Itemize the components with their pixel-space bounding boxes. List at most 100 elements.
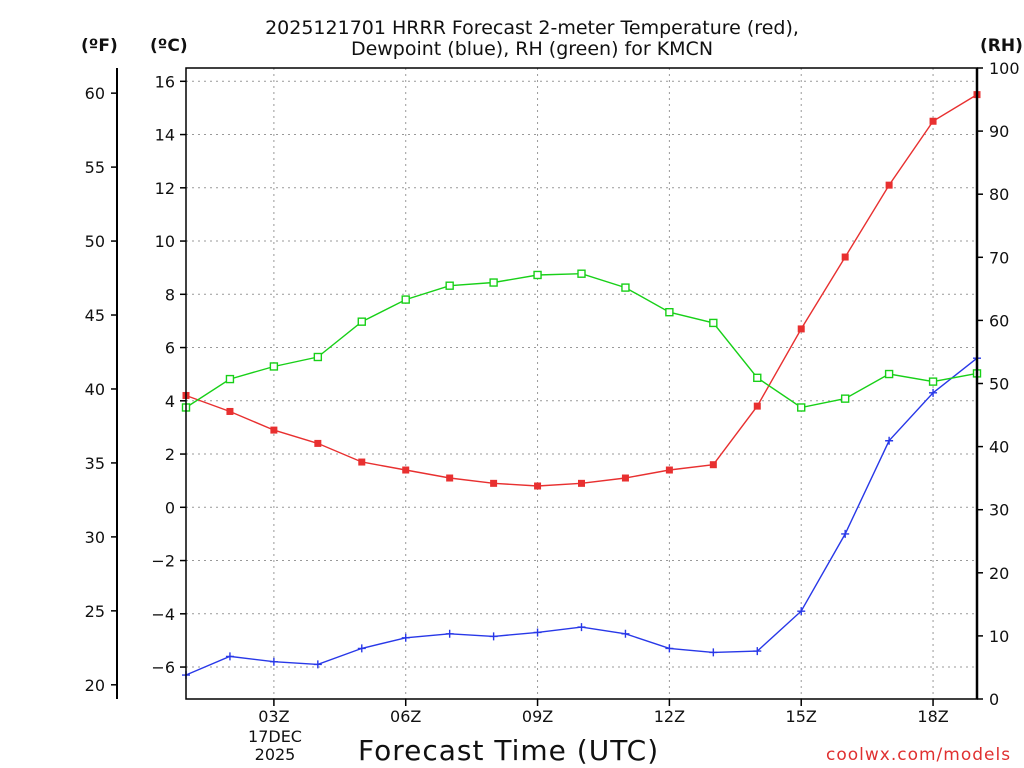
- celsius-tick-label: 8: [165, 285, 175, 304]
- rh-point: [225, 374, 235, 384]
- celsius-tick-label: −2: [151, 552, 175, 571]
- celsius-tick-label: 10: [155, 232, 175, 251]
- dewpoint-point: [929, 388, 938, 397]
- credit-label: coolwx.com/models: [826, 745, 1012, 765]
- fahrenheit-tick-label: 55: [85, 158, 105, 177]
- rh-point: [621, 283, 630, 292]
- temperature-point: [797, 325, 805, 333]
- rh-point: [753, 373, 762, 383]
- rh-point: [884, 369, 894, 379]
- temperature-point: [841, 253, 849, 261]
- temperature-point: [709, 461, 717, 469]
- rh-point: [840, 394, 850, 403]
- fahrenheit-tick-label: 25: [85, 602, 105, 621]
- fahrenheit-tick-label: 35: [85, 454, 105, 473]
- rh-line: [185, 272, 978, 409]
- fahrenheit-tick-label: 60: [85, 84, 105, 103]
- dewpoint-point: [225, 652, 234, 661]
- rh-tick-label: 20: [989, 564, 1009, 583]
- date-label-year: 2025: [254, 745, 296, 764]
- dewpoint-point: [445, 629, 454, 638]
- temperature-point: [446, 474, 454, 482]
- dewpoint-point: [665, 644, 674, 653]
- dewpoint-series: [182, 354, 981, 680]
- temperature-point: [270, 426, 278, 434]
- fahrenheit-unit-label: (ºF): [81, 36, 118, 56]
- rh-tick-label: 90: [989, 122, 1009, 141]
- rh-tick-label: 0: [989, 690, 999, 709]
- plot-frame: [185, 67, 978, 700]
- dewpoint-point: [841, 529, 850, 538]
- time-tick-label: 15Z: [786, 707, 817, 726]
- rh-tick-label: 40: [989, 438, 1009, 457]
- rh-tick-label: 60: [989, 311, 1009, 330]
- rh-axis: 0 10 20 30 40 50 60 70 80 90 100: [977, 59, 1020, 709]
- dewpoint-point: [489, 632, 498, 641]
- rh-point: [489, 278, 498, 287]
- fahrenheit-axis: 20 25 30 35 40 45 50 55 60: [85, 68, 118, 699]
- dewpoint-point: [885, 436, 894, 445]
- dewpoint-point: [313, 660, 322, 669]
- temperature-point: [621, 474, 629, 482]
- temperature-point: [534, 482, 542, 490]
- time-tick-label: 09Z: [522, 707, 553, 726]
- grid-lines: [186, 68, 977, 699]
- dewpoint-point: [753, 647, 762, 656]
- rh-tick-label: 80: [989, 185, 1009, 204]
- rh-point: [797, 403, 806, 412]
- rh-tick-label: 50: [989, 375, 1009, 394]
- dewpoint-point: [709, 648, 718, 657]
- rh-tick-label: 100: [989, 59, 1020, 78]
- rh-point: [928, 377, 938, 386]
- temperature-point: [929, 117, 937, 125]
- rh-unit-label: (RH): [980, 36, 1023, 56]
- fahrenheit-tick-label: 40: [85, 380, 105, 399]
- celsius-tick-label: 12: [155, 179, 175, 198]
- rh-point: [665, 307, 674, 317]
- temperature-point: [490, 479, 498, 487]
- time-axis: 03Z 06Z 09Z 12Z 15Z 18Z: [258, 699, 949, 726]
- dewpoint-point: [533, 628, 542, 637]
- celsius-tick-label: −4: [151, 605, 175, 624]
- time-tick-label: 12Z: [654, 707, 685, 726]
- temperature-point: [578, 479, 585, 487]
- fahrenheit-tick-label: 20: [85, 676, 105, 695]
- rh-point: [709, 318, 718, 328]
- dewpoint-point: [577, 623, 586, 632]
- rh-point: [533, 270, 542, 280]
- series-layer: [181, 91, 982, 680]
- celsius-tick-label: 0: [165, 498, 175, 517]
- dewpoint-point: [357, 644, 366, 653]
- celsius-tick-label: 2: [165, 445, 175, 464]
- rh-point: [313, 352, 323, 362]
- temperature-series: [182, 91, 981, 490]
- temperature-point: [314, 439, 322, 447]
- celsius-tick-label: 4: [165, 392, 175, 411]
- rh-tick-label: 70: [989, 248, 1009, 267]
- fahrenheit-tick-label: 50: [85, 232, 105, 251]
- chart-title-line-1: 2025121701 HRRR Forecast 2-meter Tempera…: [265, 17, 799, 39]
- rh-tick-label: 10: [989, 627, 1009, 646]
- celsius-tick-label: 14: [155, 126, 175, 145]
- temperature-point: [885, 181, 893, 189]
- temperature-line: [185, 94, 978, 487]
- chart-title-line-2: Dewpoint (blue), RH (green) for KMCN: [350, 38, 714, 60]
- celsius-unit-label: (ºC): [150, 36, 188, 56]
- celsius-axis: −6 −4 −2 0 2 4 6 8 10 12 14 16: [151, 72, 186, 677]
- rh-tick-label: 30: [989, 501, 1009, 520]
- temperature-point: [358, 458, 366, 466]
- celsius-tick-label: 6: [165, 339, 175, 358]
- temperature-point: [665, 466, 673, 474]
- fahrenheit-tick-label: 45: [85, 306, 105, 325]
- rh-point: [401, 295, 410, 304]
- date-label-day: 17DEC: [248, 727, 302, 746]
- temperature-point: [226, 407, 234, 415]
- celsius-tick-label: 16: [155, 72, 175, 91]
- rh-point: [357, 317, 366, 326]
- dewpoint-point: [269, 657, 278, 666]
- time-tick-label: 03Z: [258, 707, 289, 726]
- rh-point: [445, 281, 454, 290]
- temperature-point: [402, 466, 410, 474]
- dewpoint-point: [401, 633, 410, 642]
